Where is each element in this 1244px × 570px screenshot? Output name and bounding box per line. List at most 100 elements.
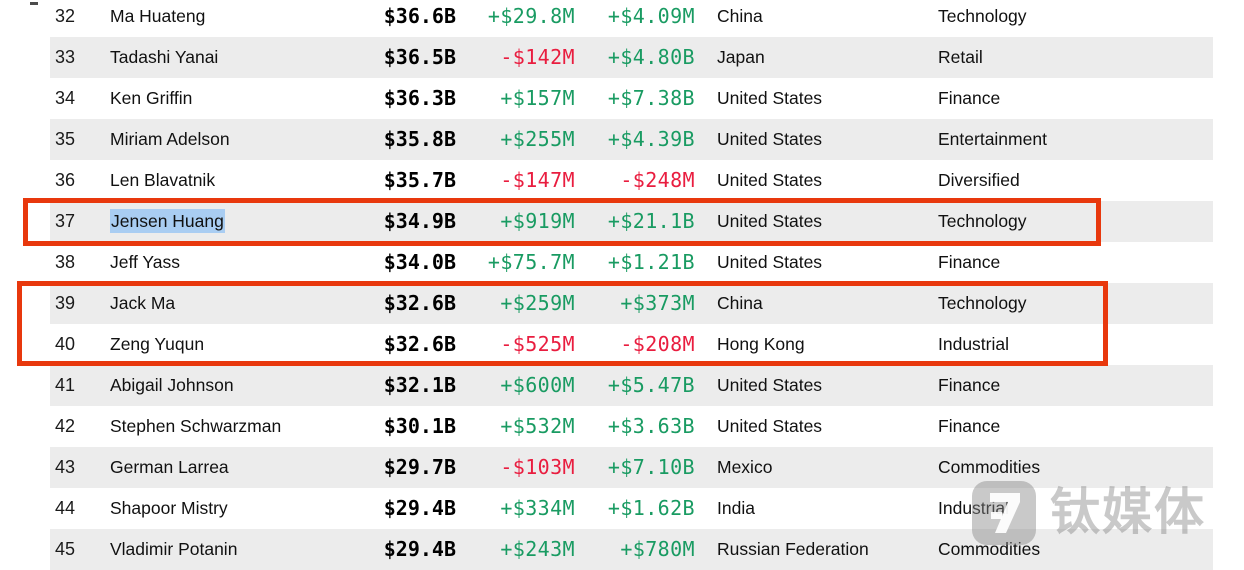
daily-change-cell: +$600M xyxy=(500,373,575,397)
name-cell: Jensen Huang xyxy=(110,201,310,242)
country-cell: Hong Kong xyxy=(717,334,805,354)
industry-cell: Finance xyxy=(938,375,1001,395)
ytd-change-cell: +$4.39B xyxy=(607,127,695,151)
rank-cell: 34 xyxy=(55,88,76,108)
ytd-change-cell: -$248M xyxy=(620,168,695,192)
daily-change-cell: +$919M xyxy=(500,209,575,233)
rank-cell: 40 xyxy=(55,334,76,354)
table-body: 32 Ma Huateng $36.6B +$29.8M +$4.09M Chi… xyxy=(50,0,1213,570)
name-cell: Stephen Schwarzman xyxy=(110,406,310,447)
net-worth-cell: $34.0B xyxy=(383,250,456,274)
rank-cell: 42 xyxy=(55,416,76,436)
table-row: 37 Jensen Huang $34.9B +$919M +$21.1B Un… xyxy=(50,201,1213,242)
ytd-change-cell: +$21.1B xyxy=(607,209,695,233)
rank-cell: 36 xyxy=(55,170,76,190)
person-name[interactable]: Vladimir Potanin xyxy=(110,539,238,559)
net-worth-cell: $36.5B xyxy=(383,45,456,69)
net-worth-cell: $35.8B xyxy=(383,127,456,151)
table-row: 32 Ma Huateng $36.6B +$29.8M +$4.09M Chi… xyxy=(50,0,1213,37)
ytd-change-cell: +$780M xyxy=(620,537,695,561)
industry-cell: Technology xyxy=(938,211,1027,231)
tmtpost-logo-icon xyxy=(972,481,1036,545)
net-worth-cell: $30.1B xyxy=(383,414,456,438)
person-name[interactable]: Ma Huateng xyxy=(110,6,206,26)
ytd-change-cell: +$3.63B xyxy=(607,414,695,438)
table-row: 42 Stephen Schwarzman $30.1B +$532M +$3.… xyxy=(50,406,1213,447)
name-cell: German Larrea xyxy=(110,447,310,488)
table-row: 41 Abigail Johnson $32.1B +$600M +$5.47B… xyxy=(50,365,1213,406)
net-worth-cell: $36.3B xyxy=(383,86,456,110)
rank-cell: 32 xyxy=(55,6,76,26)
rank-cell: 39 xyxy=(55,293,76,313)
person-name[interactable]: Len Blavatnik xyxy=(110,170,216,190)
crop-artifact-mark xyxy=(30,2,38,5)
industry-cell: Industrial xyxy=(938,334,1010,354)
country-cell: Japan xyxy=(717,47,765,67)
rank-cell: 33 xyxy=(55,47,76,67)
daily-change-cell: +$157M xyxy=(500,86,575,110)
table-row: 36 Len Blavatnik $35.7B -$147M -$248M Un… xyxy=(50,160,1213,201)
daily-change-cell: +$334M xyxy=(500,496,575,520)
net-worth-cell: $29.7B xyxy=(383,455,456,479)
person-name[interactable]: Jeff Yass xyxy=(110,252,181,272)
industry-cell: Finance xyxy=(938,252,1001,272)
industry-cell: Diversified xyxy=(938,170,1020,190)
table-row: 45 Vladimir Potanin $29.4B +$243M +$780M… xyxy=(50,529,1213,570)
ytd-change-cell: +$373M xyxy=(620,291,695,315)
industry-cell: Finance xyxy=(938,88,1001,108)
industry-cell: Commodities xyxy=(938,457,1041,477)
table-row: 40 Zeng Yuqun $32.6B -$525M -$208M Hong … xyxy=(50,324,1213,365)
country-cell: United States xyxy=(717,375,823,395)
person-name[interactable]: Zeng Yuqun xyxy=(110,334,205,354)
rank-cell: 45 xyxy=(55,539,76,559)
name-cell: Ma Huateng xyxy=(110,0,310,37)
name-cell: Shapoor Mistry xyxy=(110,488,310,529)
country-cell: China xyxy=(717,293,763,313)
daily-change-cell: +$532M xyxy=(500,414,575,438)
daily-change-cell: +$259M xyxy=(500,291,575,315)
industry-cell: Retail xyxy=(938,47,983,67)
net-worth-cell: $32.6B xyxy=(383,332,456,356)
net-worth-cell: $34.9B xyxy=(383,209,456,233)
country-cell: United States xyxy=(717,170,823,190)
table-row: 34 Ken Griffin $36.3B +$157M +$7.38B Uni… xyxy=(50,78,1213,119)
ytd-change-cell: -$208M xyxy=(620,332,695,356)
person-name[interactable]: Jensen Huang xyxy=(110,209,225,233)
country-cell: United States xyxy=(717,129,823,149)
tmtpost-watermark-text: 钛媒体 xyxy=(1050,483,1206,541)
person-name[interactable]: Ken Griffin xyxy=(110,88,193,108)
person-name[interactable]: Jack Ma xyxy=(110,293,176,313)
daily-change-cell: +$243M xyxy=(500,537,575,561)
person-name[interactable]: Miriam Adelson xyxy=(110,129,230,149)
daily-change-cell: -$147M xyxy=(500,168,575,192)
industry-cell: Entertainment xyxy=(938,129,1047,149)
country-cell: Mexico xyxy=(717,457,773,477)
person-name[interactable]: Shapoor Mistry xyxy=(110,498,228,518)
country-cell: Russian Federation xyxy=(717,539,869,559)
industry-cell: Technology xyxy=(938,6,1027,26)
name-cell: Miriam Adelson xyxy=(110,119,310,160)
ytd-change-cell: +$7.38B xyxy=(607,86,695,110)
name-cell: Len Blavatnik xyxy=(110,160,310,201)
daily-change-cell: +$75.7M xyxy=(487,250,575,274)
table-row: 39 Jack Ma $32.6B +$259M +$373M China Te… xyxy=(50,283,1213,324)
daily-change-cell: -$525M xyxy=(500,332,575,356)
person-name[interactable]: Stephen Schwarzman xyxy=(110,416,282,436)
rank-cell: 38 xyxy=(55,252,76,272)
net-worth-cell: $29.4B xyxy=(383,537,456,561)
rank-cell: 43 xyxy=(55,457,76,477)
name-cell: Jack Ma xyxy=(110,283,310,324)
country-cell: China xyxy=(717,6,763,26)
industry-cell: Finance xyxy=(938,416,1001,436)
daily-change-cell: +$29.8M xyxy=(487,4,575,28)
person-name[interactable]: Tadashi Yanai xyxy=(110,47,219,67)
table-row: 33 Tadashi Yanai $36.5B -$142M +$4.80B J… xyxy=(50,37,1213,78)
annotation-box-rows-39-40 xyxy=(17,281,1108,366)
industry-cell: Technology xyxy=(938,293,1027,313)
ytd-change-cell: +$1.21B xyxy=(607,250,695,274)
net-worth-cell: $35.7B xyxy=(383,168,456,192)
person-name[interactable]: Abigail Johnson xyxy=(110,375,234,395)
annotation-box-row-37 xyxy=(23,198,1101,246)
person-name[interactable]: German Larrea xyxy=(110,457,229,477)
